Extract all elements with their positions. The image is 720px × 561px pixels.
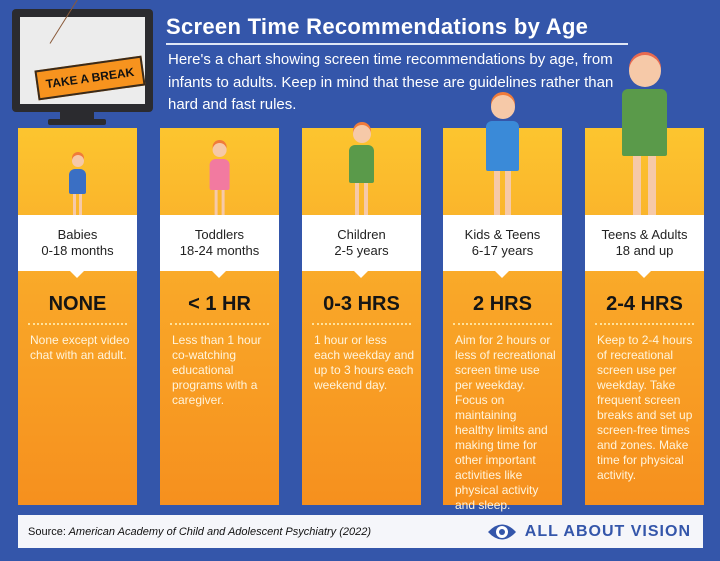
age-group-label: Toddlers 18-24 months	[160, 215, 279, 278]
description: Here's a chart showing screen time recom…	[168, 51, 614, 113]
recommendation-detail: Less than 1 hour co-watching educational…	[172, 333, 262, 407]
dotted-divider	[453, 323, 552, 325]
title-divider	[166, 43, 628, 45]
take-a-break-sign: TAKE A BREAK	[34, 55, 146, 101]
dotted-divider	[312, 323, 411, 325]
page-title: Screen Time Recommendations by Age	[166, 14, 589, 39]
age-group-card: Kids & Teens 6-17 years 2 HRS Aim for 2 h…	[443, 95, 562, 512]
age-group-label: Babies 0-18 months	[18, 215, 137, 278]
person-illustration	[344, 125, 380, 215]
age-group-card: Babies 0-18 months NONE None except video…	[18, 128, 137, 505]
recommended-time: NONE	[48, 293, 107, 315]
footer: Source: American Academy of Child and Ad…	[18, 515, 703, 548]
age-group-card: Children 2-5 years 0-3 HRS 1 hour or less…	[302, 125, 421, 505]
person-illustration	[66, 155, 90, 215]
recommended-time: 2 HRS	[473, 293, 532, 315]
source-citation: Source: American Academy of Child and Ad…	[28, 525, 372, 538]
dotted-divider	[595, 323, 694, 325]
dotted-divider	[170, 323, 269, 325]
age-group-card: Toddlers 18-24 months < 1 HR Less than 1 …	[160, 128, 279, 505]
age-group-label: Teens & Adults 18 and up	[585, 215, 704, 278]
eye-icon	[487, 524, 516, 539]
dotted-divider	[28, 323, 127, 325]
person-illustration	[613, 55, 677, 215]
age-group-label: Kids & Teens 6-17 years	[443, 215, 562, 278]
recommended-time: < 1 HR	[188, 293, 251, 315]
recommended-time: 0-3 HRS	[323, 293, 400, 315]
brand-logo: ALL ABOUT VISION	[487, 521, 691, 543]
recommendation-detail: Keep to 2-4 hours of recreational screen…	[597, 333, 693, 482]
recommended-time: 2-4 HRS	[606, 293, 683, 315]
recommendation-detail: None except video chat with an adult.	[30, 333, 130, 362]
person-illustration	[479, 95, 527, 215]
recommendation-detail: Aim for 2 hours or less of recreational …	[455, 333, 556, 512]
age-group-card: Teens & Adults 18 and up 2-4 HRS Keep to …	[585, 55, 704, 505]
recommendation-detail: 1 hour or less each weekday and up to 3 …	[314, 333, 415, 392]
age-group-label: Children 2-5 years	[302, 215, 421, 278]
person-illustration	[205, 143, 234, 215]
